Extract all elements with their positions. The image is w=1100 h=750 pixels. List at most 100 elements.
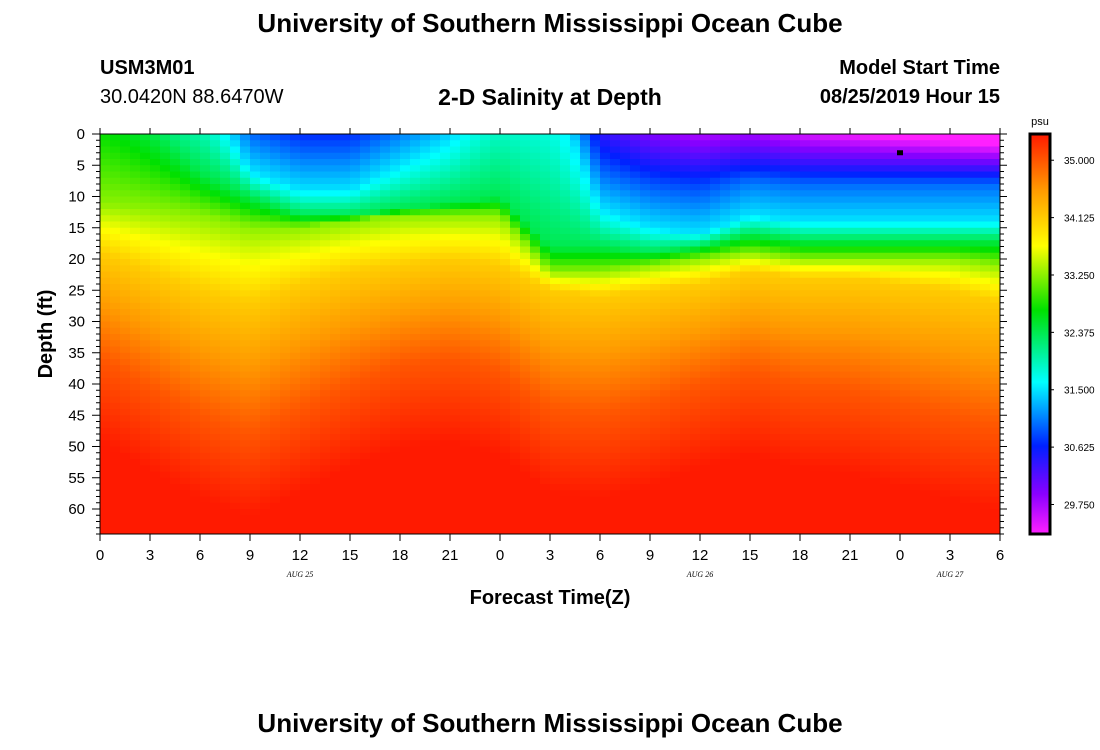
heatmap-cell [300,277,311,285]
heatmap-cell [300,427,311,435]
heatmap-cell [410,202,421,210]
heatmap-cell [750,446,761,454]
heatmap-cell [480,227,491,235]
heatmap-cell [440,352,451,360]
heatmap-cell [430,427,441,435]
heatmap-cell [230,377,241,385]
heatmap-cell [710,252,721,260]
heatmap-cell [500,171,511,179]
heatmap-cell [540,252,551,260]
heatmap-cell [580,284,591,291]
heatmap-cell [190,396,201,404]
heatmap-cell [850,315,861,323]
heatmap-cell [560,484,571,491]
heatmap-cell [720,340,731,348]
heatmap-cell [150,265,161,273]
heatmap-cell [610,152,621,160]
heatmap-cell [120,496,131,504]
heatmap-cell [470,502,481,510]
heatmap-cell [190,284,201,291]
heatmap-cell [190,215,201,223]
heatmap-cell [460,365,471,373]
heatmap-cell [260,352,271,360]
heatmap-cell [420,471,431,479]
heatmap-cell [760,346,771,354]
heatmap-cell [540,159,551,166]
heatmap-cell [130,527,141,534]
heatmap-cell [150,184,161,191]
heatmap-cell [390,465,401,473]
heatmap-cell [630,284,641,291]
heatmap-cell [370,346,381,354]
heatmap-cell [790,384,801,391]
heatmap-cell [310,259,321,266]
heatmap-cell [270,371,281,379]
heatmap-cell [170,146,181,154]
heatmap-cell [590,296,601,304]
heatmap-cell [190,427,201,435]
heatmap-cell [570,427,581,435]
heatmap-cell [670,190,681,198]
heatmap-cell [460,390,471,398]
heatmap-cell [860,334,871,341]
heatmap-cell [700,171,711,179]
heatmap-cell [430,415,441,423]
heatmap-cell [670,409,681,416]
heatmap-cell [560,402,571,410]
heatmap-cell [310,315,321,323]
heatmap-cell [320,502,331,510]
heatmap-cell [840,402,851,410]
heatmap-cell [470,177,481,185]
heatmap-cell [490,409,501,416]
heatmap-cell [630,227,641,235]
heatmap-cell [570,415,581,423]
heatmap-cell [800,227,811,235]
heatmap-cell [310,146,321,154]
heatmap-cell [170,502,181,510]
heatmap-cell [160,484,171,491]
heatmap-cell [460,471,471,479]
heatmap-cell [480,271,491,279]
heatmap-cell [780,502,791,510]
heatmap-cell [210,515,221,523]
heatmap-cell [140,427,151,435]
heatmap-cell [330,202,341,210]
heatmap-cell [810,265,821,273]
heatmap-cell [690,240,701,248]
heatmap-cell [260,384,271,391]
heatmap-cell [710,302,721,310]
heatmap-cell [650,290,661,298]
heatmap-cell [110,315,121,323]
heatmap-cell [140,465,151,473]
heatmap-cell [830,427,841,435]
heatmap-cell [680,515,691,523]
heatmap-cell [540,334,551,341]
heatmap-cell [780,171,791,179]
heatmap-cell [280,309,291,316]
heatmap-cell [560,359,571,366]
heatmap-cell [520,515,531,523]
heatmap-cell [660,234,671,241]
heatmap-cell [630,440,641,448]
heatmap-cell [470,365,481,373]
heatmap-cell [690,296,701,304]
heatmap-cell [410,184,421,191]
heatmap-cell [840,252,851,260]
heatmap-cell [700,240,711,248]
heatmap-cell [380,290,391,298]
heatmap-cell [460,346,471,354]
heatmap-cell [380,390,391,398]
heatmap-cell [670,459,681,466]
heatmap-cell [140,509,151,516]
heatmap-cell [430,502,441,510]
heatmap-cell [150,165,161,173]
heatmap-cell [450,365,461,373]
heatmap-cell [820,421,831,429]
heatmap-cell [780,215,791,223]
heatmap-cell [580,315,591,323]
heatmap-cell [830,221,841,229]
heatmap-cell [720,452,731,460]
heatmap-cell [630,309,641,316]
heatmap-cell [420,377,431,385]
